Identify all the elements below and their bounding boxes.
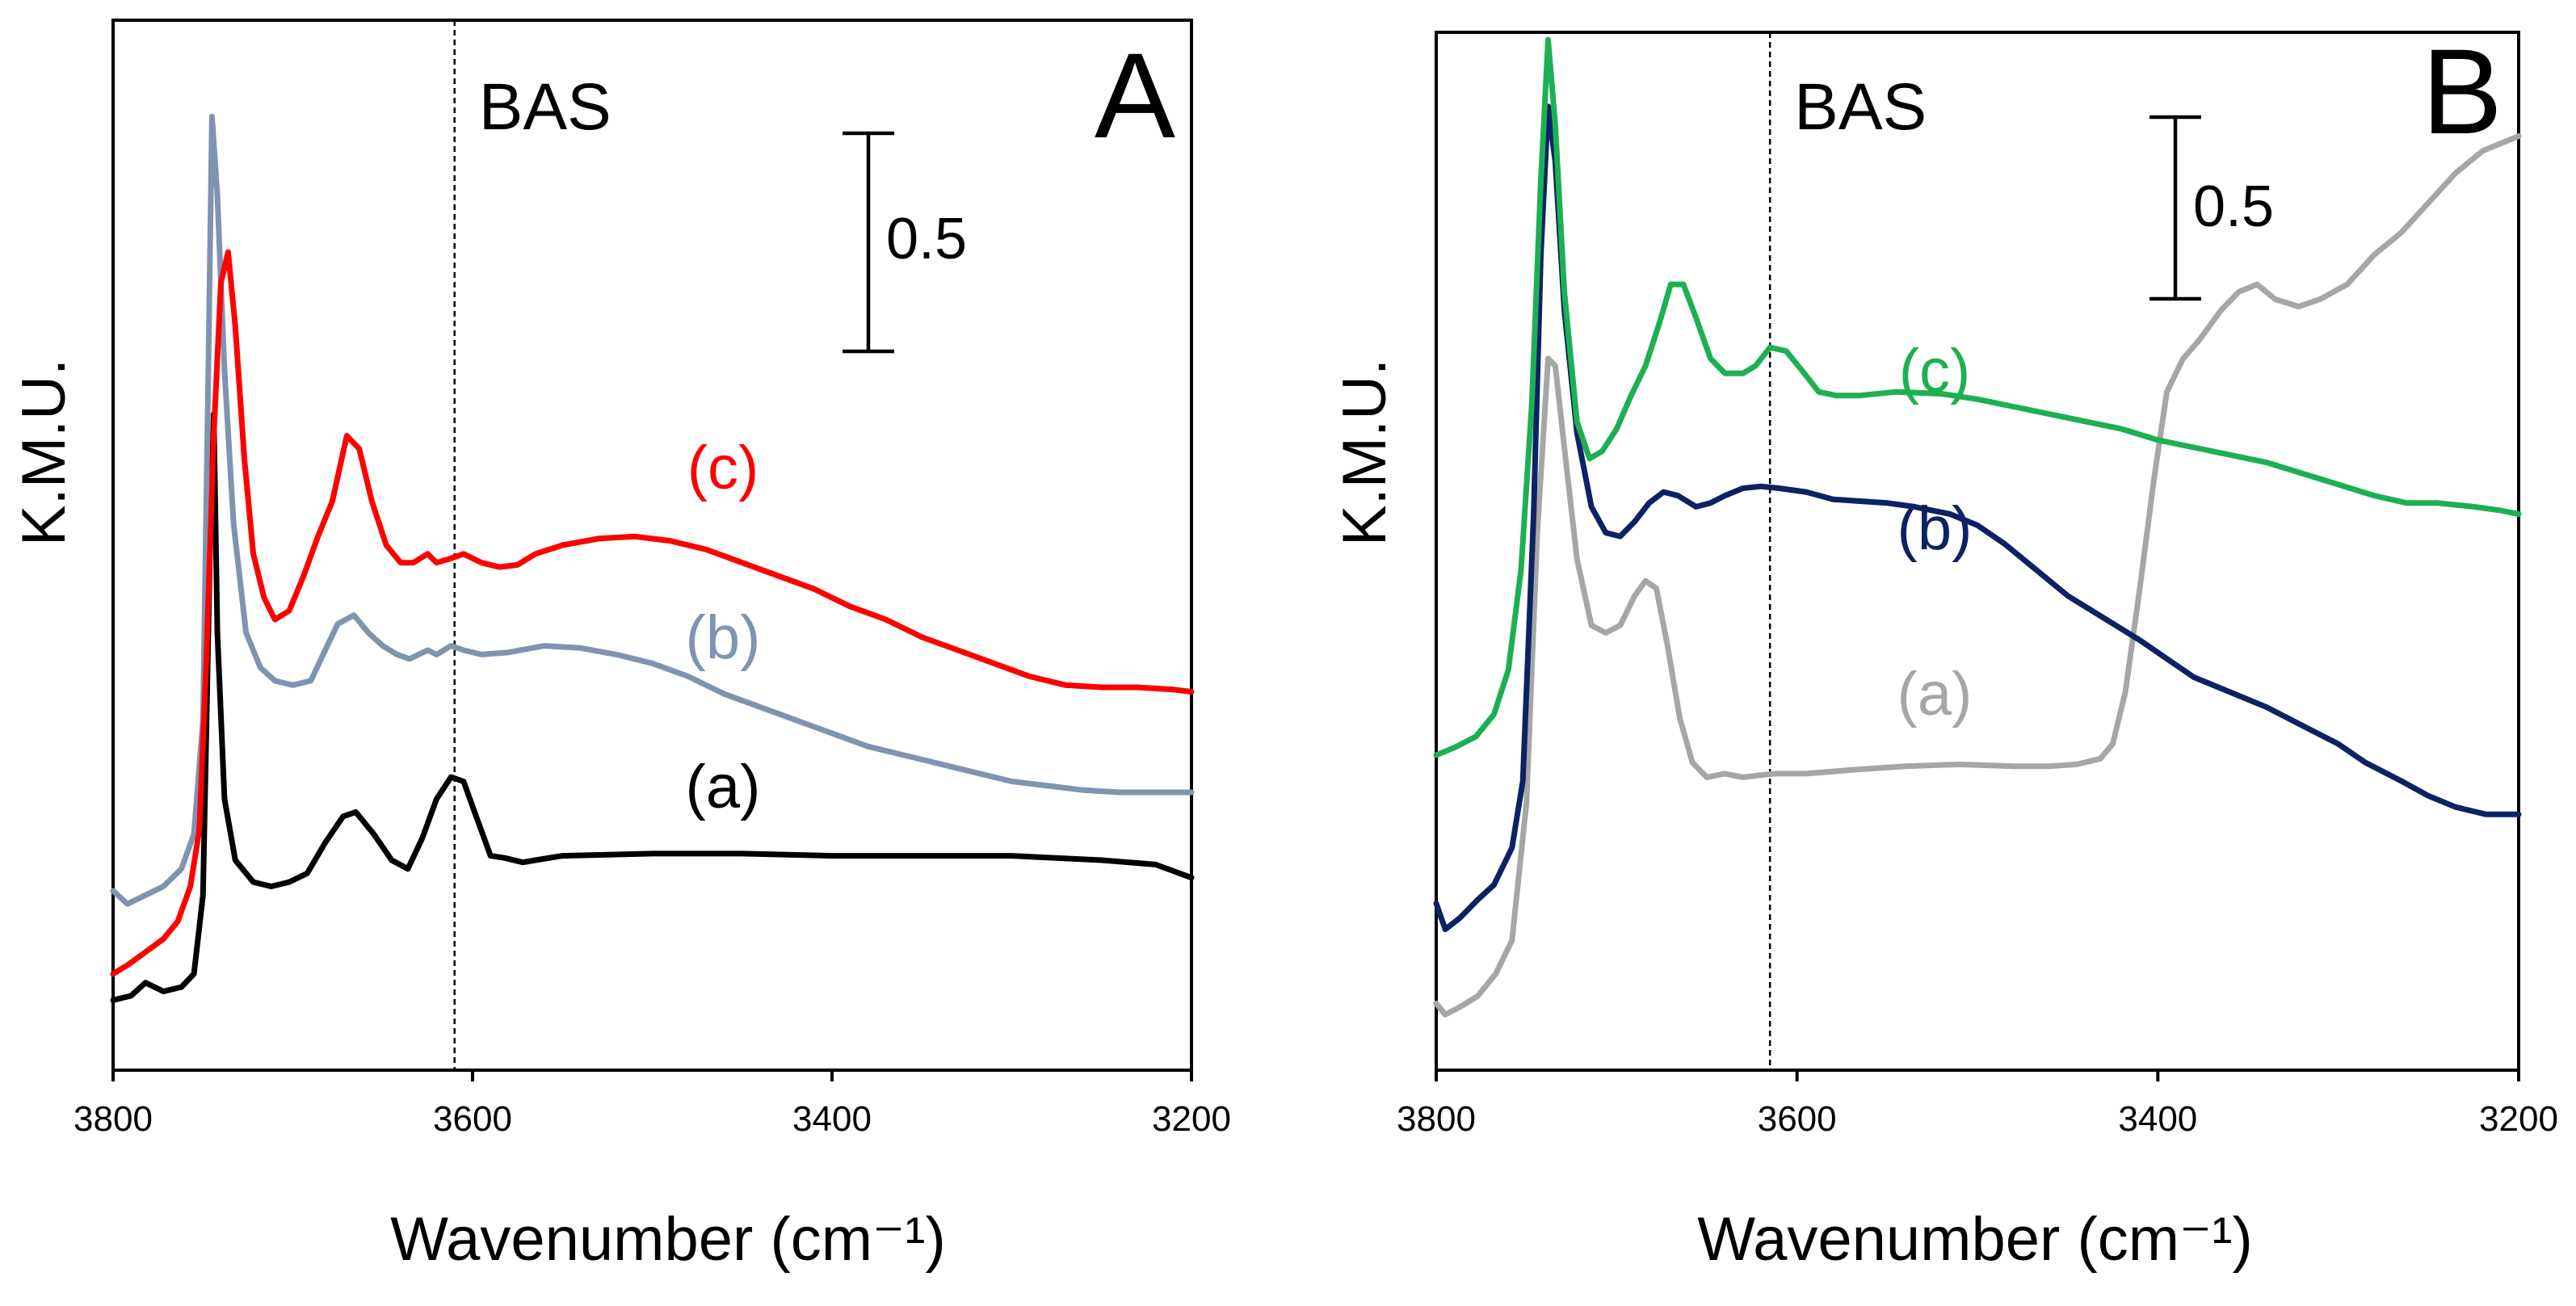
x-tick-label: 3800 (74, 1099, 153, 1139)
series-label-b: (b) (686, 603, 761, 672)
x-tick-label: 3400 (2118, 1099, 2197, 1139)
series-line-b (110, 113, 1195, 907)
x-tick-label: 3600 (433, 1099, 512, 1139)
x-tick-label: 3400 (792, 1099, 872, 1139)
panel-letter: B (2422, 23, 2502, 159)
x-tick-label: 3200 (1152, 1099, 1231, 1139)
panel-letter: A (1095, 27, 1175, 163)
series-line-b (1433, 103, 2522, 933)
bas-label: BAS (479, 70, 611, 144)
scale-bar: 0.5 (2149, 115, 2274, 301)
x-axis-label: Wavenumber (cm⁻¹) (1697, 1205, 2253, 1274)
series-label-a: (a) (1897, 660, 1973, 729)
x-tick-label: 3600 (1758, 1099, 1837, 1139)
series-line-c (1433, 36, 2522, 758)
series-line-c (110, 249, 1195, 977)
x-tick-label: 3200 (2479, 1099, 2558, 1139)
series-label-b: (b) (1897, 494, 1973, 563)
y-axis-label: K.M.U. (10, 359, 78, 546)
plot-frame (111, 19, 1193, 1072)
panel-b: BAS B 0.5 3800 3600 3400 3200 Wavenumber (cm⁻¹)… (1330, 23, 2558, 1274)
scale-bar-label: 0.5 (886, 207, 967, 271)
scale-bar: 0.5 (843, 131, 967, 354)
plot-frame (1435, 31, 2520, 1072)
scale-bar-label: 0.5 (2193, 174, 2274, 239)
x-axis-label: Wavenumber (cm⁻¹) (390, 1205, 946, 1274)
series-label-c: (c) (687, 434, 759, 502)
series-label-c: (c) (1899, 337, 1971, 405)
panel-a: BAS A 0.5 3800 3600 3400 3200 Wavenumber (cm⁻¹)… (10, 19, 1231, 1274)
bas-label: BAS (1794, 70, 1927, 144)
x-tick-label: 3800 (1397, 1099, 1476, 1139)
series-line-a (110, 411, 1195, 1003)
series-line-a (1433, 133, 2522, 1018)
series-label-a: (a) (686, 753, 761, 821)
y-axis-label: K.M.U. (1330, 359, 1399, 546)
